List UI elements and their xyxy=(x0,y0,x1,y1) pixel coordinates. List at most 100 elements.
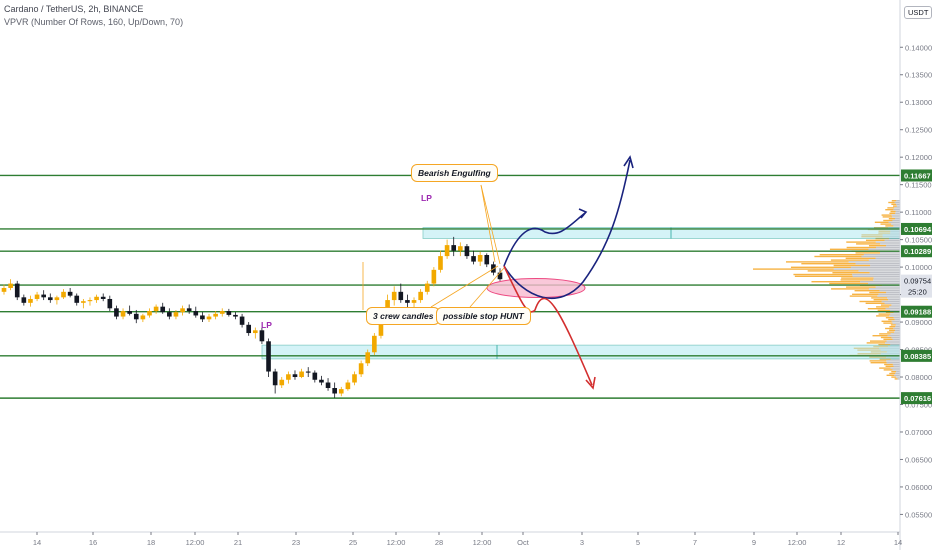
candle-body xyxy=(484,255,490,265)
candle-body xyxy=(54,297,60,301)
candle-body xyxy=(372,335,377,353)
candle-body xyxy=(312,372,318,380)
y-tick-label: 0.07500 xyxy=(905,400,932,409)
hunt-connector xyxy=(469,267,505,308)
x-tick-label: Oct xyxy=(517,538,530,547)
candle-body xyxy=(451,245,457,251)
x-tick-label: 25 xyxy=(349,538,357,547)
volume-bar-up xyxy=(880,336,892,339)
volume-bar-up xyxy=(883,369,893,371)
volume-bar-up xyxy=(807,270,859,272)
volume-bar-up xyxy=(886,374,894,376)
candle-body xyxy=(133,313,139,320)
volume-bar-down xyxy=(893,317,900,319)
volume-bar-up xyxy=(840,279,874,281)
candle-body xyxy=(259,330,265,342)
candle-body xyxy=(28,298,33,303)
candle-body xyxy=(286,374,291,380)
volume-bar-up xyxy=(880,304,892,306)
volume-bar-down xyxy=(892,338,900,340)
candle-body xyxy=(385,300,390,314)
y-tick-label: 0.09000 xyxy=(905,318,932,327)
volume-bar-up xyxy=(868,245,887,247)
volume-bar-down xyxy=(870,264,900,267)
candle-body xyxy=(464,246,470,257)
volume-bar-down xyxy=(893,225,900,227)
volume-bar-up xyxy=(883,338,893,340)
volume-bar-down xyxy=(878,293,900,295)
volume-bar-up xyxy=(811,281,861,283)
bullish-short-arrowhead xyxy=(578,208,588,219)
volume-bar-down xyxy=(890,313,900,315)
volume-bar-down xyxy=(863,254,900,256)
bearish-arrowhead xyxy=(585,376,596,390)
candle-body xyxy=(200,315,205,320)
volume-bar-down xyxy=(890,367,900,369)
lp-lower-label: LP xyxy=(261,320,272,330)
candle-body xyxy=(87,300,93,302)
volume-bar-down xyxy=(896,205,900,207)
bearish-engulfing-note[interactable]: Bearish Engulfing xyxy=(411,164,498,182)
candle-body xyxy=(8,283,13,288)
volume-bar-up xyxy=(819,254,864,256)
currency-badge[interactable]: USDT xyxy=(904,6,932,19)
x-tick-label: 28 xyxy=(435,538,443,547)
volume-bar-up xyxy=(846,241,876,243)
volume-bar-up xyxy=(891,371,897,373)
volume-bar-down xyxy=(894,207,900,209)
volume-bar-up xyxy=(888,318,895,321)
volume-bar-up xyxy=(753,268,834,270)
bullish-long-arrowhead xyxy=(623,155,634,169)
volume-bar-down xyxy=(877,295,900,297)
volume-bar-down xyxy=(895,324,900,326)
volume-bar-down xyxy=(886,245,900,247)
volume-bar-down xyxy=(860,281,900,283)
level-badge-1 xyxy=(901,222,932,235)
volume-bar-up xyxy=(892,205,897,207)
volume-bar-down xyxy=(892,363,900,366)
engulfing-connector-1 xyxy=(480,184,501,265)
volume-bar-down xyxy=(894,201,900,204)
volume-bar-up xyxy=(855,252,880,254)
volume-bar-up xyxy=(885,317,894,319)
indicator-label[interactable]: VPVR (Number Of Rows, 160, Up/Down, 70) xyxy=(4,17,184,27)
volume-bar-down xyxy=(875,257,900,259)
y-tick-label: 0.06000 xyxy=(905,483,932,492)
y-tick-label: 0.14000 xyxy=(905,43,932,52)
candle-body xyxy=(497,272,503,280)
volume-bar-up xyxy=(869,340,887,342)
x-tick-label: 23 xyxy=(292,538,300,547)
volume-bar-down xyxy=(889,306,900,308)
volume-bar-down xyxy=(896,371,900,373)
volume-bar-down xyxy=(890,333,900,335)
volume-bar-up xyxy=(794,275,853,277)
volume-bar-down xyxy=(868,288,900,290)
volume-bar-up xyxy=(801,263,856,265)
volume-bar-up xyxy=(872,335,888,337)
volume-bar-up xyxy=(846,246,876,249)
candle-body xyxy=(206,316,212,320)
volume-bar-down xyxy=(889,315,900,317)
y-tick-label: 0.05500 xyxy=(905,510,932,519)
volume-bar-up xyxy=(874,221,889,223)
y-tick-label: 0.11500 xyxy=(905,181,932,190)
volume-bar-up xyxy=(865,239,885,241)
stop-hunt-note[interactable]: possible stop HUNT xyxy=(436,307,531,325)
candle-body xyxy=(193,311,199,316)
volume-bar-down xyxy=(888,221,900,223)
level-badge-0 xyxy=(901,169,932,182)
candle-body xyxy=(438,256,443,270)
candle-body xyxy=(160,306,166,313)
volume-bar-up xyxy=(829,282,869,285)
volume-bar-down xyxy=(892,219,900,222)
crew-candles-note[interactable]: 3 crew candles xyxy=(366,307,441,325)
volume-bar-down xyxy=(896,376,900,378)
x-tick-label: 18 xyxy=(147,538,155,547)
candle-body xyxy=(292,374,298,378)
candle-body xyxy=(352,374,357,383)
candle-countdown: 25:20 xyxy=(908,288,927,297)
volume-bar-up xyxy=(885,365,894,367)
volume-bar-down xyxy=(894,318,900,321)
volume-bar-up xyxy=(891,203,897,205)
